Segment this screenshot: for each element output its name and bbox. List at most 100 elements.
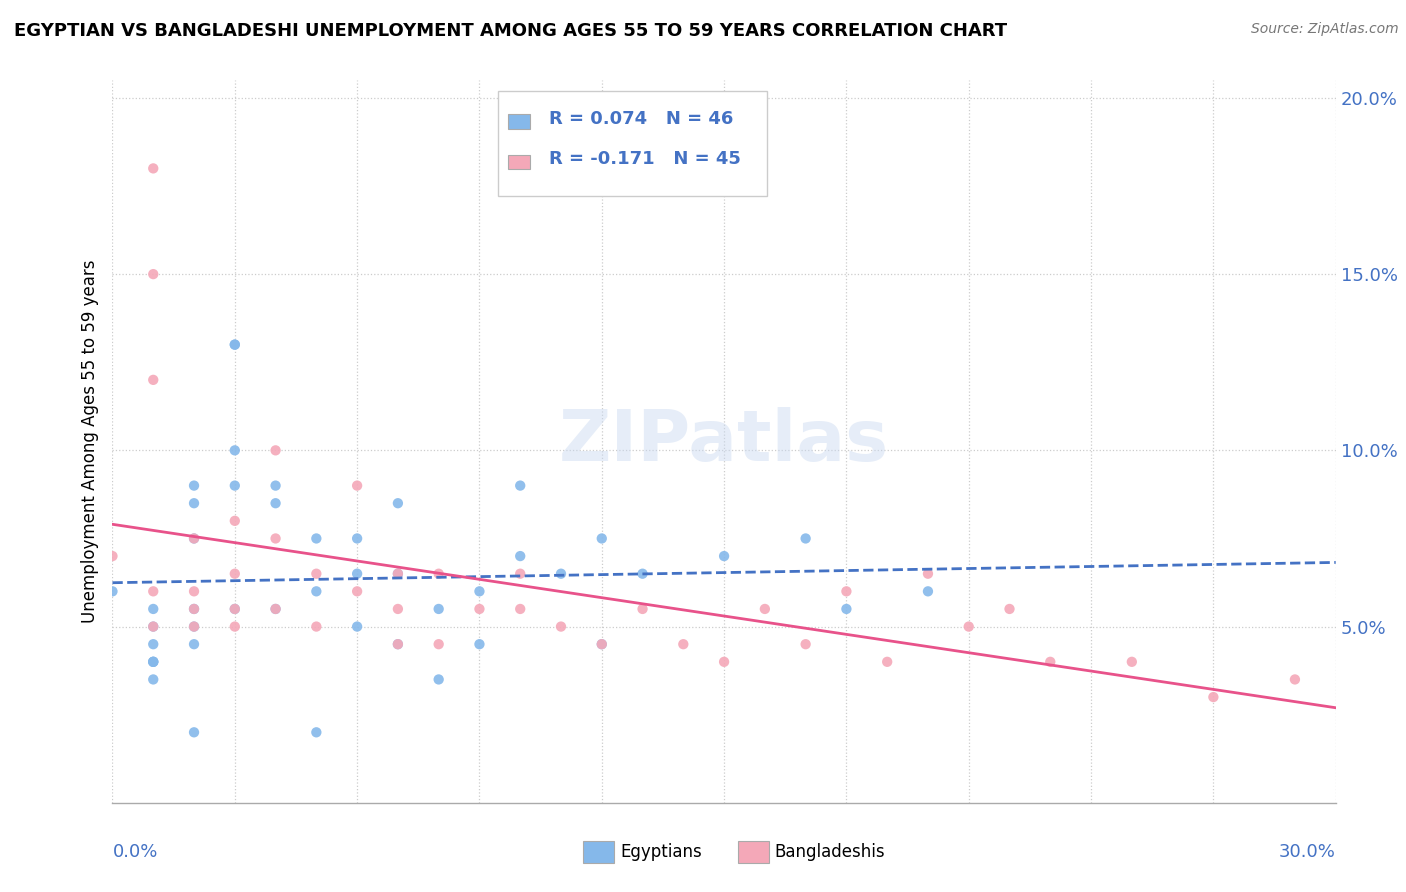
- Point: [224, 602, 246, 616]
- Point: [142, 673, 165, 687]
- Point: [224, 337, 246, 351]
- Point: [183, 637, 205, 651]
- Point: [142, 602, 165, 616]
- Point: [346, 619, 368, 633]
- Point: [346, 566, 368, 581]
- Point: [183, 619, 205, 633]
- Point: [305, 725, 328, 739]
- Point: [957, 619, 980, 633]
- Point: [305, 532, 328, 546]
- Point: [264, 532, 287, 546]
- Point: [427, 602, 450, 616]
- Point: [835, 602, 858, 616]
- Point: [998, 602, 1021, 616]
- Point: [1202, 690, 1225, 704]
- Point: [1121, 655, 1143, 669]
- Point: [917, 566, 939, 581]
- Point: [917, 584, 939, 599]
- Point: [305, 584, 328, 599]
- Point: [794, 532, 817, 546]
- Point: [264, 602, 287, 616]
- Point: [591, 637, 613, 651]
- Point: [794, 637, 817, 651]
- Point: [346, 532, 368, 546]
- Point: [142, 373, 165, 387]
- Point: [387, 637, 409, 651]
- Point: [142, 637, 165, 651]
- Point: [224, 602, 246, 616]
- Point: [305, 619, 328, 633]
- Point: [631, 602, 654, 616]
- Point: [224, 337, 246, 351]
- Point: [1284, 673, 1306, 687]
- Point: [1039, 655, 1062, 669]
- Point: [101, 584, 124, 599]
- Point: [387, 566, 409, 581]
- Point: [713, 655, 735, 669]
- Point: [101, 549, 124, 563]
- Point: [183, 602, 205, 616]
- Text: Bangladeshis: Bangladeshis: [775, 843, 886, 861]
- Point: [142, 161, 165, 176]
- Point: [509, 602, 531, 616]
- Point: [183, 532, 205, 546]
- Point: [183, 725, 205, 739]
- Point: [835, 584, 858, 599]
- Point: [346, 478, 368, 492]
- Point: [142, 267, 165, 281]
- Point: [305, 566, 328, 581]
- Text: ZIPatlas: ZIPatlas: [560, 407, 889, 476]
- FancyBboxPatch shape: [508, 155, 530, 169]
- Point: [387, 602, 409, 616]
- Point: [713, 549, 735, 563]
- Point: [876, 655, 898, 669]
- FancyBboxPatch shape: [498, 91, 766, 196]
- Point: [387, 637, 409, 651]
- Point: [754, 602, 776, 616]
- Text: R = 0.074   N = 46: R = 0.074 N = 46: [550, 110, 734, 128]
- Point: [224, 514, 246, 528]
- Point: [183, 602, 205, 616]
- Point: [672, 637, 695, 651]
- Point: [264, 496, 287, 510]
- Point: [224, 566, 246, 581]
- Point: [509, 478, 531, 492]
- Point: [509, 549, 531, 563]
- Point: [183, 478, 205, 492]
- Point: [550, 566, 572, 581]
- Point: [346, 584, 368, 599]
- Point: [142, 619, 165, 633]
- Text: EGYPTIAN VS BANGLADESHI UNEMPLOYMENT AMONG AGES 55 TO 59 YEARS CORRELATION CHART: EGYPTIAN VS BANGLADESHI UNEMPLOYMENT AMO…: [14, 22, 1007, 40]
- Point: [427, 566, 450, 581]
- Point: [550, 619, 572, 633]
- Point: [264, 478, 287, 492]
- Point: [142, 584, 165, 599]
- Point: [264, 602, 287, 616]
- Point: [224, 619, 246, 633]
- Point: [142, 655, 165, 669]
- Point: [468, 584, 491, 599]
- Point: [224, 443, 246, 458]
- Point: [387, 566, 409, 581]
- Point: [224, 478, 246, 492]
- Point: [468, 637, 491, 651]
- Point: [183, 532, 205, 546]
- Text: Source: ZipAtlas.com: Source: ZipAtlas.com: [1251, 22, 1399, 37]
- Point: [591, 637, 613, 651]
- Point: [387, 496, 409, 510]
- Text: R = -0.171   N = 45: R = -0.171 N = 45: [550, 150, 741, 168]
- Point: [183, 496, 205, 510]
- Point: [631, 566, 654, 581]
- Point: [468, 602, 491, 616]
- Point: [142, 619, 165, 633]
- Text: 30.0%: 30.0%: [1279, 843, 1336, 861]
- Y-axis label: Unemployment Among Ages 55 to 59 years: Unemployment Among Ages 55 to 59 years: [80, 260, 98, 624]
- Point: [142, 655, 165, 669]
- Point: [264, 443, 287, 458]
- Text: 0.0%: 0.0%: [112, 843, 157, 861]
- Point: [427, 673, 450, 687]
- Point: [591, 532, 613, 546]
- FancyBboxPatch shape: [508, 114, 530, 128]
- Point: [427, 637, 450, 651]
- Point: [142, 655, 165, 669]
